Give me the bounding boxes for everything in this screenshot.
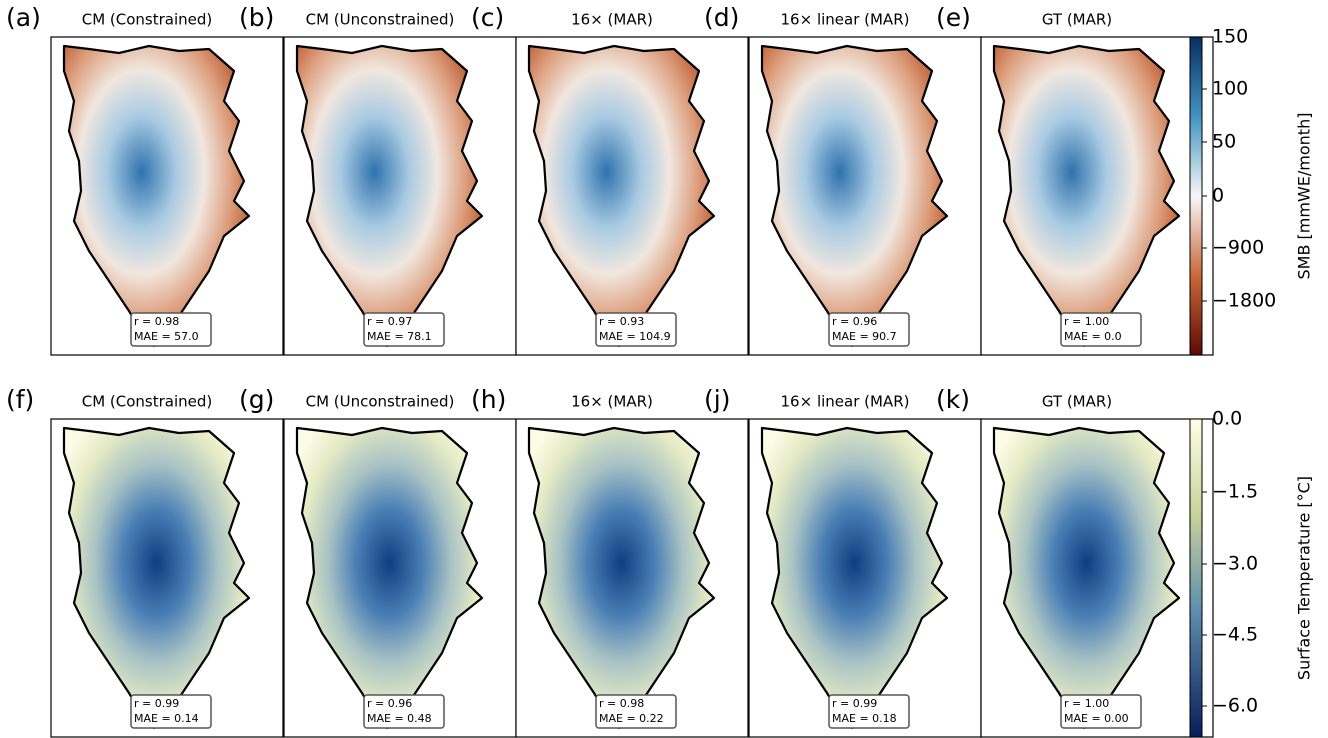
stats-box	[363, 312, 445, 347]
stat-mae: MAE = 90.7	[832, 330, 897, 343]
panel-title: CM (Constrained)	[82, 393, 213, 411]
stats-box	[828, 694, 910, 729]
panel-title: 16× (MAR)	[571, 393, 653, 411]
panel-title: GT (MAR)	[1042, 393, 1112, 411]
panel-title: 16× (MAR)	[571, 11, 653, 29]
panel-label: (c)	[471, 3, 504, 32]
stat-r: r = 0.99	[134, 697, 179, 710]
stat-mae: MAE = 57.0	[134, 330, 199, 343]
stat-mae: MAE = 0.22	[599, 712, 664, 725]
panel-label: (f)	[6, 385, 34, 414]
stats-box	[1060, 312, 1142, 347]
colorbar-tick-label: −4.5	[1212, 624, 1258, 646]
stats-box	[595, 312, 677, 347]
stat-mae: MAE = 0.00	[1064, 712, 1129, 725]
colorbar-tick-label: −3.0	[1212, 553, 1258, 575]
stat-r: r = 0.98	[134, 315, 179, 328]
panel-label: (j)	[704, 385, 730, 414]
panel-label: (e)	[936, 3, 971, 32]
colorbar-tick-label: 0	[1212, 185, 1224, 207]
colorbar-label: Surface Temperature [°C]	[1295, 476, 1314, 680]
colorbar-tick-label: −1.5	[1212, 481, 1258, 503]
stat-r: r = 1.00	[1064, 315, 1109, 328]
stats-box	[1060, 694, 1142, 729]
stat-r: r = 0.93	[599, 315, 644, 328]
panel-label: (a)	[6, 3, 41, 32]
panel-title: 16× linear (MAR)	[781, 393, 910, 411]
stat-r: r = 0.96	[832, 315, 877, 328]
stat-mae: MAE = 78.1	[367, 330, 432, 343]
stat-mae: MAE = 0.18	[832, 712, 897, 725]
panel-label: (d)	[704, 3, 739, 32]
panel-title: GT (MAR)	[1042, 11, 1112, 29]
panel-title: CM (Unconstrained)	[306, 11, 455, 29]
colorbar	[1189, 36, 1203, 356]
stats-box	[130, 694, 212, 729]
colorbar-tick-label: −900	[1212, 237, 1264, 259]
panel-label: (b)	[239, 3, 274, 32]
stats-box	[828, 312, 910, 347]
stat-r: r = 0.96	[367, 697, 412, 710]
colorbar-tick-label: −1800	[1212, 290, 1276, 312]
colorbar-tick-label: 150	[1212, 26, 1248, 48]
stat-mae: MAE = 0.0	[1064, 330, 1122, 343]
colorbar-tick-label: 0.0	[1212, 408, 1242, 430]
colorbar-tick-label: 100	[1212, 78, 1248, 100]
colorbar-tick-label: 50	[1212, 131, 1236, 153]
stats-box	[595, 694, 677, 729]
stats-box	[363, 694, 445, 729]
colorbar	[1189, 418, 1203, 738]
panel-label: (g)	[239, 385, 274, 414]
stat-mae: MAE = 0.48	[367, 712, 432, 725]
stat-r: r = 0.97	[367, 315, 412, 328]
stat-r: r = 0.99	[832, 697, 877, 710]
colorbar-tick-label: −6.0	[1212, 695, 1258, 717]
stat-r: r = 0.98	[599, 697, 644, 710]
panel-title: CM (Unconstrained)	[306, 393, 455, 411]
stat-mae: MAE = 0.14	[134, 712, 199, 725]
panel-label: (k)	[936, 385, 970, 414]
colorbar-label: SMB [mmWE/month]	[1295, 113, 1314, 280]
stat-mae: MAE = 104.9	[599, 330, 671, 343]
panel-label: (h)	[471, 385, 506, 414]
stat-r: r = 1.00	[1064, 697, 1109, 710]
stats-box	[130, 312, 212, 347]
panel-title: CM (Constrained)	[82, 11, 213, 29]
panel-title: 16× linear (MAR)	[781, 11, 910, 29]
